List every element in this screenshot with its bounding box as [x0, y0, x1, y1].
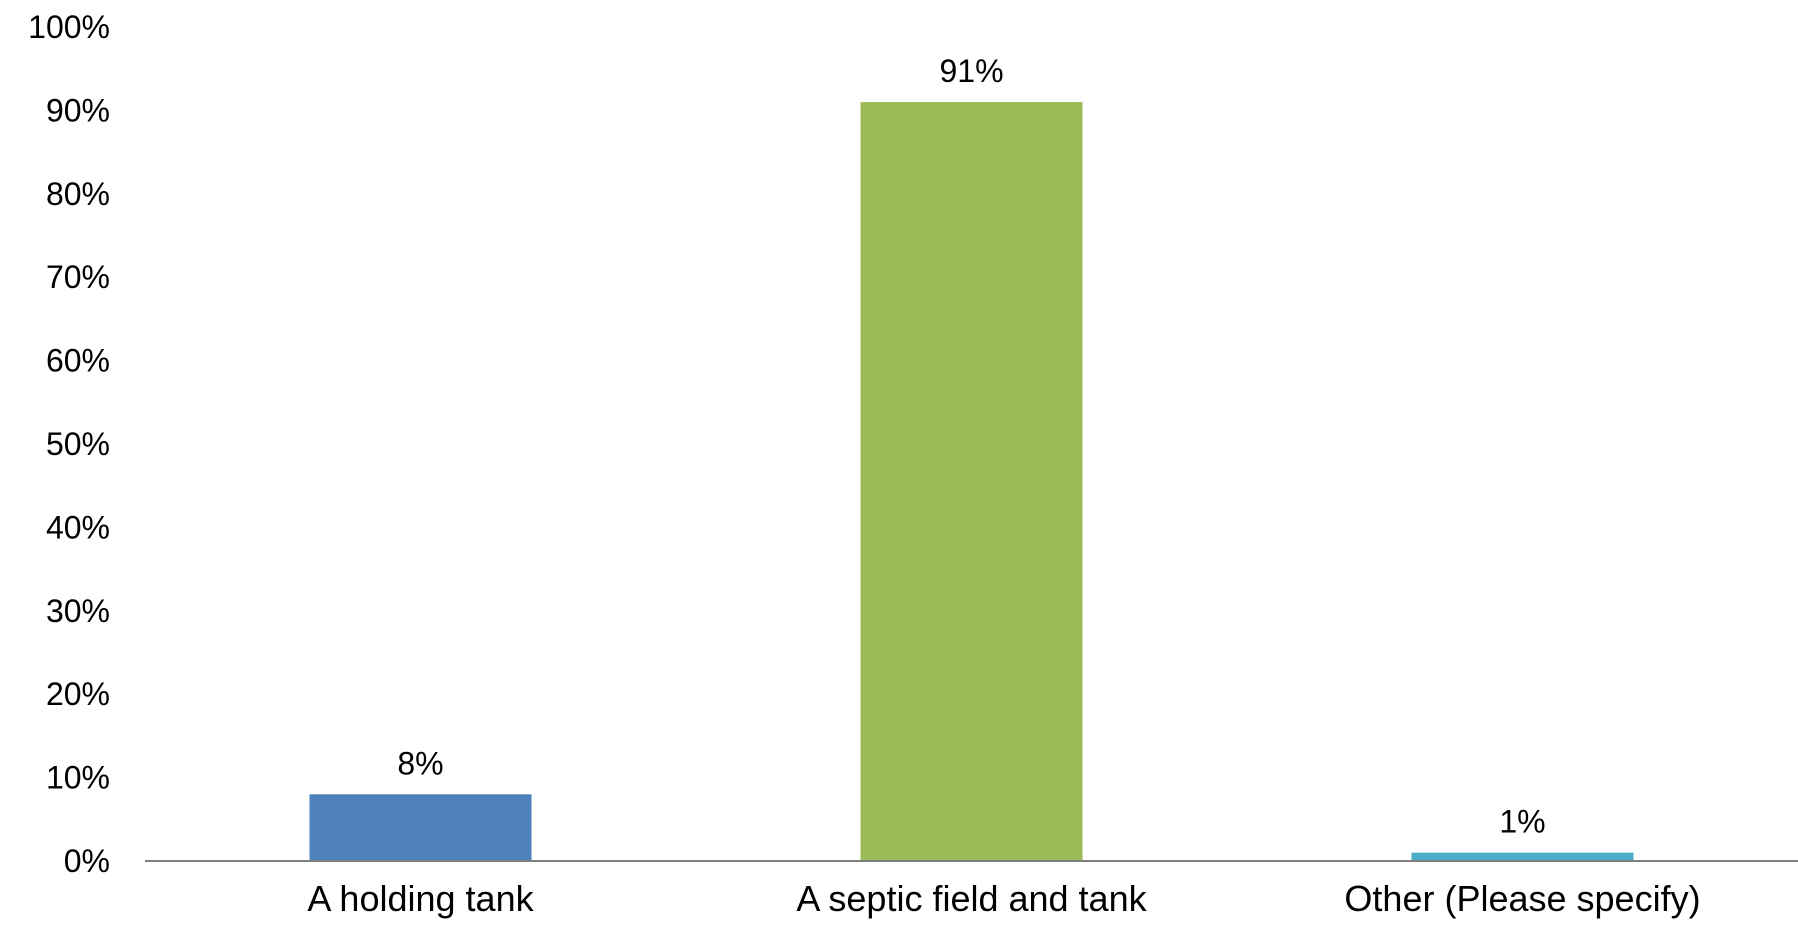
data-labels: 8% 91% 1% [397, 53, 1545, 840]
y-tick-label: 90% [46, 92, 110, 128]
y-tick-label: 50% [46, 426, 110, 462]
x-axis-category-labels: A holding tank A septic field and tank Oth… [307, 878, 1700, 919]
bars [309, 102, 1634, 861]
y-tick-label: 0% [64, 843, 110, 879]
y-axis-tick-labels: 0% 10% 20% 30% 40% 50% 60% 70% 80% 90% 100% [28, 9, 110, 879]
bar [309, 794, 532, 861]
category-label: Other (Please specify) [1344, 878, 1700, 919]
data-label: 8% [397, 745, 443, 781]
y-tick-label: 100% [28, 9, 110, 45]
data-label: 1% [1499, 804, 1545, 840]
y-tick-label: 40% [46, 509, 110, 545]
y-tick-label: 70% [46, 259, 110, 295]
data-label: 91% [939, 53, 1003, 89]
bar [860, 102, 1083, 861]
y-tick-label: 10% [46, 760, 110, 796]
y-tick-label: 20% [46, 676, 110, 712]
y-tick-label: 60% [46, 343, 110, 379]
y-tick-label: 80% [46, 176, 110, 212]
category-label: A holding tank [307, 878, 534, 919]
y-tick-label: 30% [46, 593, 110, 629]
bar [1411, 852, 1634, 861]
category-label: A septic field and tank [796, 878, 1147, 919]
